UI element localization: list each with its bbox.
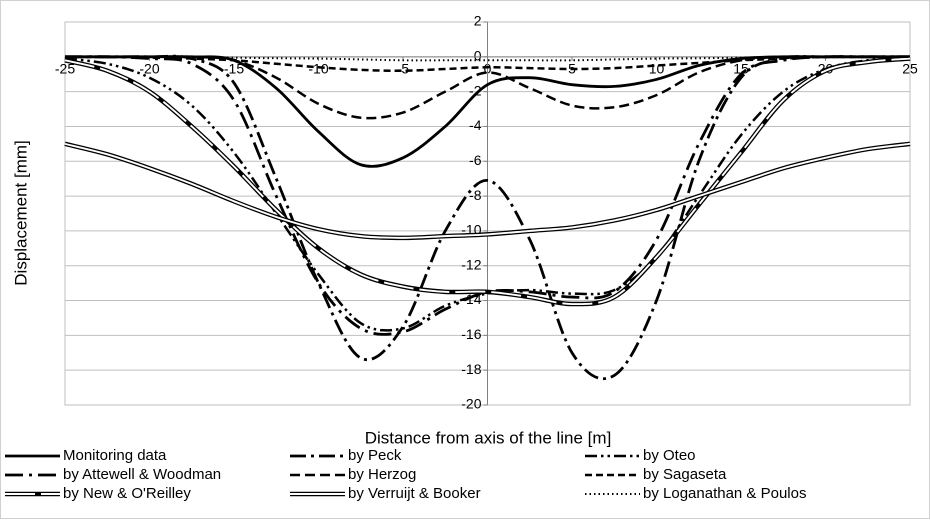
y-tick-label: -2 (469, 82, 482, 98)
legend-label: by Sagaseta (643, 466, 727, 483)
y-tick-label: -16 (461, 326, 481, 342)
legend-label: by New & O'Reilley (63, 485, 191, 502)
legend-label: by Loganathan & Poulos (643, 485, 806, 502)
x-tick-label: -15 (224, 61, 244, 77)
series-line-inner (64, 142, 911, 239)
legend-label: by Herzog (348, 466, 416, 483)
series-line (65, 54, 910, 381)
x-tick-label: -25 (55, 61, 75, 77)
x-tick-label: -10 (308, 61, 328, 77)
legend-label: by Peck (348, 447, 402, 464)
y-tick-label: -8 (469, 187, 482, 203)
x-tick-label: -20 (139, 61, 159, 77)
y-tick-label: 0 (474, 48, 482, 64)
y-tick-label: -4 (469, 117, 482, 133)
y-axis-title: Displacement [mm] (11, 140, 30, 285)
series-line-inner (64, 57, 911, 306)
x-tick-label: 15 (733, 61, 749, 77)
series-line (65, 55, 910, 120)
series-line (64, 57, 911, 332)
y-tick-label: -18 (461, 361, 481, 377)
y-tick-label: -6 (469, 152, 482, 168)
legend: Monitoring data by Peck by Oteo by Attewell… (5, 447, 806, 502)
x-tick-label: -5 (397, 61, 410, 77)
x-tick-label: 10 (649, 61, 665, 77)
y-tick-label: 2 (474, 13, 482, 29)
x-axis-title: Distance from axis of the line [m] (365, 428, 612, 447)
plot-lines (64, 54, 911, 381)
legend-label: Monitoring data (63, 447, 167, 464)
legend-label: by Oteo (643, 447, 696, 464)
grid: -20-18-16-14-12-10-8-6-4-202-25 -20 -15 -10… (55, 13, 918, 412)
legend-label: by Attewell & Woodman (63, 466, 221, 483)
x-tick-label: 25 (902, 61, 918, 77)
y-tick-label: -12 (461, 256, 481, 272)
y-tick-label: -20 (461, 396, 481, 412)
series-line (64, 55, 910, 73)
legend-label: by Verruijt & Booker (348, 485, 481, 502)
